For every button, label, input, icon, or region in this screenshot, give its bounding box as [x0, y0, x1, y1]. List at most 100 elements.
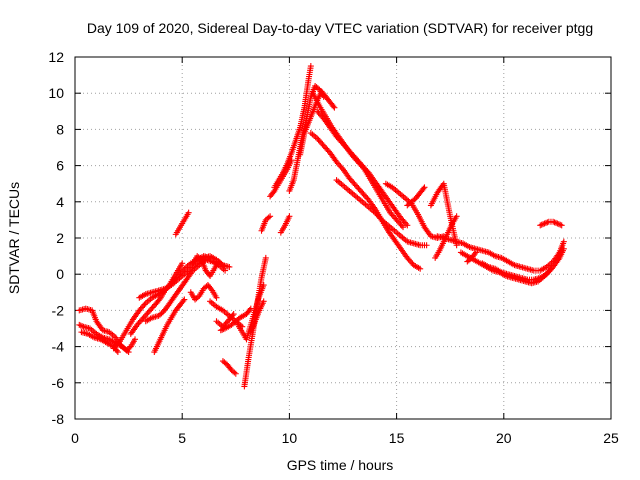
- series-arc-27: [314, 108, 411, 229]
- data-point-marker: [356, 186, 363, 193]
- series-arc-36: [537, 218, 565, 229]
- y-tick-label: 6: [56, 158, 64, 174]
- data-point-marker: [400, 217, 407, 224]
- data-point-marker: [260, 298, 267, 305]
- data-point-marker: [334, 160, 341, 167]
- data-point-marker: [222, 267, 229, 274]
- data-point-marker: [319, 141, 326, 148]
- data-point-marker: [320, 142, 327, 149]
- data-point-marker: [321, 144, 328, 151]
- data-point-marker: [403, 220, 410, 227]
- data-point-marker: [351, 181, 358, 188]
- data-point-marker: [147, 307, 154, 314]
- data-point-marker: [350, 179, 357, 186]
- data-point-marker: [110, 345, 117, 352]
- data-point-marker: [333, 133, 340, 140]
- data-point-marker: [148, 305, 155, 312]
- data-point-marker: [347, 149, 354, 156]
- data-point-marker: [355, 158, 362, 165]
- data-point-marker: [315, 136, 322, 143]
- series-arc-6: [136, 253, 233, 301]
- x-tick-label: 15: [389, 430, 405, 446]
- data-point-marker: [179, 260, 186, 267]
- data-point-marker: [560, 245, 567, 252]
- data-point-marker: [398, 222, 405, 229]
- data-point-marker: [356, 159, 363, 166]
- data-point-marker: [472, 249, 479, 256]
- data-point-marker: [318, 112, 325, 119]
- data-point-marker: [406, 257, 413, 264]
- data-point-marker: [337, 137, 344, 144]
- series-arc-3: [78, 329, 121, 356]
- data-point-marker: [330, 103, 337, 110]
- data-point-marker: [550, 218, 557, 225]
- data-point-marker: [554, 220, 561, 227]
- data-point-marker: [331, 104, 338, 111]
- data-point-marker: [265, 214, 272, 221]
- data-point-marker: [338, 139, 345, 146]
- y-tick-label: -6: [52, 375, 65, 391]
- data-point-marker: [349, 151, 356, 158]
- series-arc-10: [187, 282, 220, 303]
- data-point-marker: [144, 310, 151, 317]
- data-point-marker: [229, 312, 236, 319]
- data-point-marker: [208, 286, 215, 293]
- data-point-marker: [135, 320, 142, 327]
- data-point-marker: [542, 219, 549, 226]
- data-point-marker: [316, 111, 323, 118]
- chart-title: Day 109 of 2020, Sidereal Day-to-day VTE…: [87, 20, 593, 36]
- series-arc-21: [267, 157, 295, 200]
- x-tick-label: 0: [71, 430, 79, 446]
- data-point-marker: [139, 316, 146, 323]
- data-point-marker: [318, 139, 325, 146]
- data-point-marker: [388, 211, 395, 218]
- y-tick-label: 0: [56, 266, 64, 282]
- data-point-marker: [218, 260, 225, 267]
- data-point-marker: [537, 222, 544, 229]
- data-point-marker: [342, 143, 349, 150]
- data-point-marker: [126, 344, 133, 351]
- series-arc-9: [172, 209, 192, 238]
- data-point-marker: [143, 311, 150, 318]
- data-point-marker: [111, 343, 118, 350]
- data-point-marker: [540, 221, 547, 228]
- series-arc-5: [127, 260, 186, 337]
- series-arc-15: [219, 358, 239, 377]
- data-point-marker: [341, 142, 348, 149]
- data-point-marker: [141, 313, 148, 320]
- data-point-marker: [547, 266, 554, 273]
- y-tick-label: 4: [56, 194, 64, 210]
- data-point-marker: [345, 146, 352, 153]
- series-arc-19: [258, 213, 274, 234]
- data-point-marker: [420, 185, 427, 192]
- data-point-marker: [194, 294, 201, 301]
- series-arc-14: [217, 305, 254, 334]
- data-point-marker: [538, 221, 545, 228]
- data-point-marker: [314, 135, 321, 142]
- data-point-marker: [360, 164, 367, 171]
- data-point-marker: [219, 262, 226, 269]
- data-point-marker: [137, 305, 144, 312]
- x-tick-label: 5: [178, 430, 186, 446]
- data-points: [76, 63, 567, 390]
- data-point-marker: [359, 189, 366, 196]
- data-point-marker: [471, 250, 478, 257]
- data-point-marker: [333, 158, 340, 165]
- series-arc-30: [404, 184, 428, 209]
- data-point-marker: [226, 263, 233, 270]
- data-point-marker: [397, 221, 404, 228]
- data-point-marker: [405, 256, 412, 263]
- plot-border: [74, 56, 612, 420]
- x-tick-label: 25: [603, 430, 619, 446]
- data-point-marker: [394, 218, 401, 225]
- data-point-marker: [230, 311, 237, 318]
- data-point-marker: [360, 191, 367, 198]
- data-point-marker: [346, 148, 353, 155]
- data-point-marker: [288, 157, 295, 164]
- data-point-marker: [145, 308, 152, 315]
- data-point-marker: [541, 220, 548, 227]
- data-point-marker: [346, 175, 353, 182]
- data-point-marker: [546, 268, 553, 275]
- data-point-marker: [557, 221, 564, 228]
